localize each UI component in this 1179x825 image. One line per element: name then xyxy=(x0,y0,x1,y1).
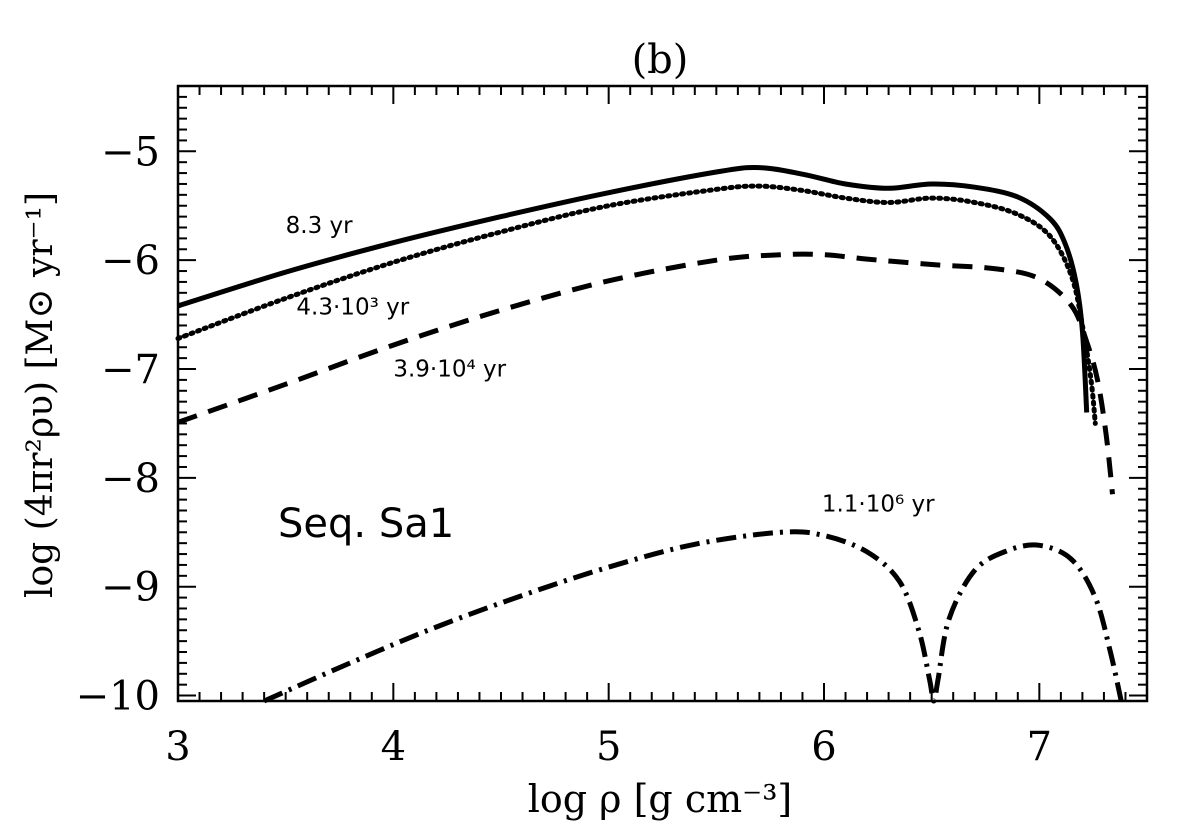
curve-label-2: 4.3·10³ yr xyxy=(296,295,409,321)
y-tick-label: −6 xyxy=(101,238,160,284)
chart-title: (b) xyxy=(632,37,689,83)
curve-label-1: 8.3 yr xyxy=(286,213,354,239)
plot-border xyxy=(176,84,1149,703)
x-axis-label: log ρ [g cm⁻³] xyxy=(528,777,793,821)
series-line-2-dotted xyxy=(175,183,1098,426)
series-line-3-dashed xyxy=(177,251,1115,495)
x-tick-label: 4 xyxy=(381,724,406,770)
x-tick-label: 3 xyxy=(165,724,190,770)
series-line-4-dashdot xyxy=(263,529,1124,704)
y-tick-label: −9 xyxy=(101,565,160,611)
y-tick-label: −7 xyxy=(101,347,160,393)
sequence-annotation: Seq. Sa1 xyxy=(278,501,454,547)
axis-ticks xyxy=(177,86,1148,701)
y-tick-label: −10 xyxy=(76,674,160,720)
curve-label-3: 3.9·10⁴ yr xyxy=(393,357,506,383)
series-lines xyxy=(175,165,1124,704)
x-tick-label: 7 xyxy=(1027,724,1052,770)
plot-frame xyxy=(176,84,1149,703)
x-tick-label: 5 xyxy=(596,724,621,770)
y-axis-label: log (4πr²ρυ) [M⊙ yr⁻¹] xyxy=(20,192,61,598)
x-tick-label: 6 xyxy=(811,724,836,770)
curve-label-4: 1.1·10⁶ yr xyxy=(822,492,935,518)
y-tick-label: −5 xyxy=(101,129,160,175)
y-tick-labels: −10 −9 −8 −7 −6 −5 xyxy=(76,129,160,719)
curve-labels: 8.3 yr 4.3·10³ yr 3.9·10⁴ yr 1.1·10⁶ yr xyxy=(286,213,935,518)
series-line-1-solid xyxy=(177,165,1090,413)
y-tick-label: −8 xyxy=(101,456,160,502)
x-tick-labels: 3 4 5 6 7 xyxy=(165,724,1052,770)
